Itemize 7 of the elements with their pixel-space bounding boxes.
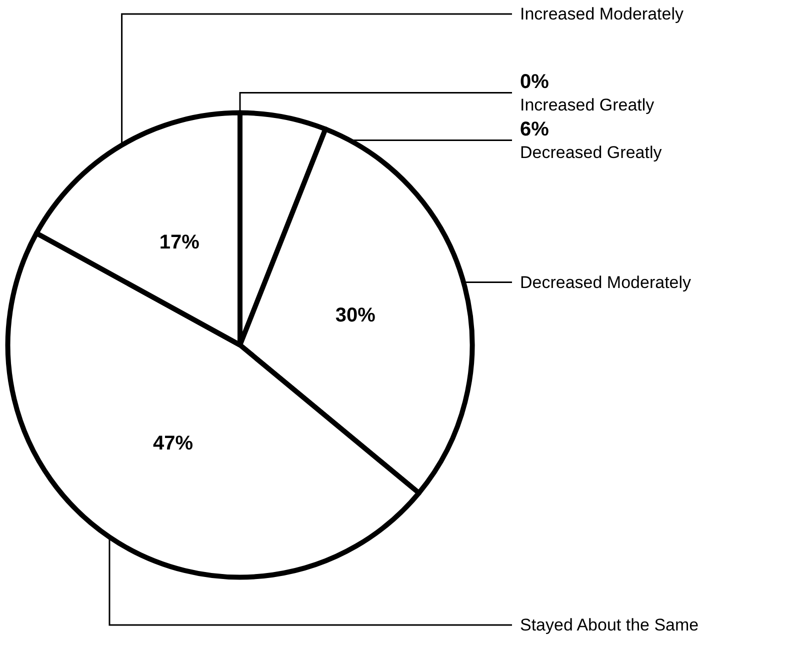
- slice-label: Stayed About the Same: [520, 616, 699, 634]
- slice-label: Increased Moderately: [520, 4, 684, 24]
- slice-label: Decreased Moderately: [520, 272, 692, 292]
- category-label: Increased Greatly: [520, 95, 654, 114]
- slice-label: Decreased Greatly: [520, 142, 662, 162]
- data-label: 6%: [520, 118, 550, 140]
- text: 0%: [520, 70, 549, 93]
